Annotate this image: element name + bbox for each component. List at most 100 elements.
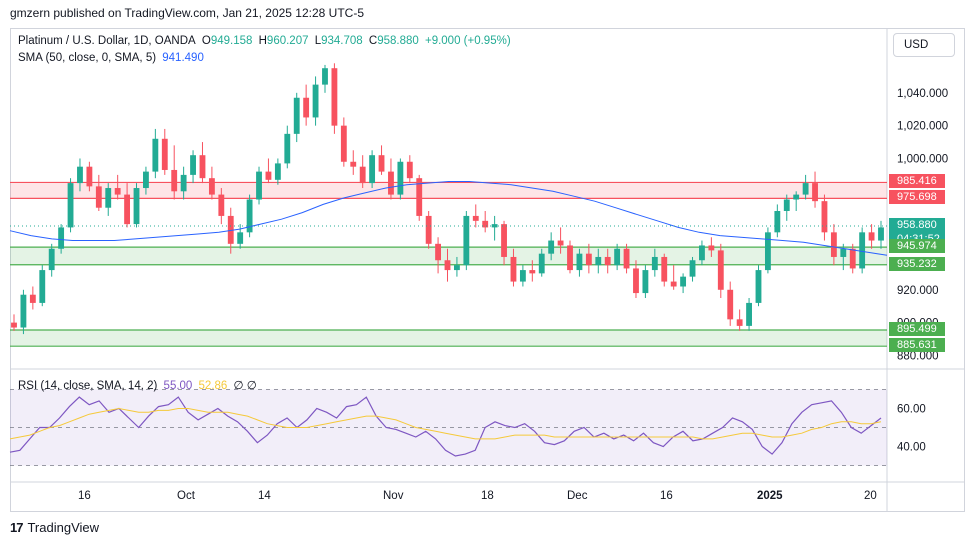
candle-body-91 xyxy=(868,232,875,241)
candle-body-46 xyxy=(444,260,451,271)
price-tag-4: 945.974 xyxy=(889,239,945,254)
candle-body-31 xyxy=(303,97,310,118)
price-tag-5: 935.232 xyxy=(889,256,945,271)
candle-body-60 xyxy=(576,253,583,271)
open-value: 949.158 xyxy=(210,35,253,47)
candle-body-84 xyxy=(802,183,809,195)
candle-body-24 xyxy=(237,232,244,244)
candle-body-87 xyxy=(830,232,837,257)
candle-body-11 xyxy=(114,188,121,195)
price-tag-2: 958.880 xyxy=(889,217,945,232)
tradingview-logo-icon: 17 xyxy=(10,520,24,535)
candle-body-47 xyxy=(454,265,460,271)
symbol-legend: Platinum / U.S. Dollar, 1D, OANDA O949.1… xyxy=(18,35,514,47)
candle-body-73 xyxy=(699,245,705,261)
sma-value: 941.490 xyxy=(162,52,204,64)
sma-line xyxy=(9,181,888,256)
zone-support-1 xyxy=(10,247,887,265)
rsi-sma-line xyxy=(9,407,882,440)
candle-body-67 xyxy=(642,270,649,294)
candle-body-10 xyxy=(105,188,112,208)
candle-body-75 xyxy=(717,250,724,290)
sma-label: SMA (50, close, 0, SMA, 5) xyxy=(18,52,157,64)
price-tag-7: 885.631 xyxy=(889,338,945,353)
time-tick-3: Nov xyxy=(383,490,404,502)
candle-body-55 xyxy=(529,270,536,274)
candle-body-50 xyxy=(482,220,489,228)
brand-name: TradingView xyxy=(27,520,100,535)
candle-body-76 xyxy=(727,289,734,320)
candle-body-52 xyxy=(501,224,507,257)
candle-body-6 xyxy=(67,183,74,228)
candle-body-57 xyxy=(548,240,555,254)
candle-body-41 xyxy=(397,161,404,195)
candle-body-54 xyxy=(519,270,526,282)
candle-body-15 xyxy=(152,138,159,172)
candle-body-16 xyxy=(161,138,168,170)
candle-body-48 xyxy=(463,215,470,266)
price-tick-1: 1,020.000 xyxy=(897,121,948,133)
candle-body-88 xyxy=(840,248,847,257)
low-label: L xyxy=(314,35,322,47)
candle-body-12 xyxy=(124,194,131,225)
candle-body-40 xyxy=(388,171,394,195)
rsi-legend: RSI (14, close, SMA, 14, 2) 55.00 52.86 … xyxy=(18,378,260,392)
candle-body-21 xyxy=(208,178,215,195)
candle-body-28 xyxy=(274,163,281,180)
candle-body-90 xyxy=(859,232,866,269)
candle-body-35 xyxy=(340,125,347,162)
publisher-info: gmzern published on TradingView.com, Jan… xyxy=(10,6,364,20)
high-label: H xyxy=(258,35,267,47)
candle-body-20 xyxy=(199,155,206,179)
rsi-tick-0: 60.00 xyxy=(897,404,926,416)
candle-body-62 xyxy=(595,256,602,266)
candle-body-81 xyxy=(774,211,781,233)
candle-body-13 xyxy=(133,188,140,225)
candle-body-34 xyxy=(331,68,338,126)
candle-body-39 xyxy=(378,155,385,172)
candle-body-7 xyxy=(77,166,83,184)
candle-body-33 xyxy=(322,68,328,85)
time-tick-8: 20 xyxy=(864,490,877,502)
price-tag-0: 985.416 xyxy=(889,174,945,189)
high-value: 960.207 xyxy=(266,35,309,47)
price-tick-3: 920.000 xyxy=(897,285,939,297)
candle-body-38 xyxy=(369,155,376,184)
candle-body-32 xyxy=(312,84,319,118)
candle-body-2 xyxy=(29,294,36,303)
candle-body-64 xyxy=(614,248,621,266)
time-tick-1: Oct xyxy=(177,490,196,502)
candle-body-43 xyxy=(416,178,423,216)
candle-body-83 xyxy=(793,194,800,200)
close-label: C xyxy=(368,35,378,47)
candle-body-89 xyxy=(849,248,856,269)
candle-body-56 xyxy=(538,253,545,274)
candle-body-79 xyxy=(755,270,762,303)
rsi-sma-value: 52.86 xyxy=(198,380,228,392)
candle-body-44 xyxy=(425,215,432,244)
candle-body-58 xyxy=(557,240,564,246)
candle-body-0 xyxy=(11,322,17,328)
candle-body-42 xyxy=(406,161,413,179)
currency-button[interactable]: USD xyxy=(893,33,955,57)
time-tick-4: 18 xyxy=(481,490,494,502)
chart-frame xyxy=(10,28,965,512)
candle-body-17 xyxy=(171,169,178,192)
time-tick-2: 14 xyxy=(258,490,271,502)
candle-body-14 xyxy=(143,171,149,189)
change-value: +9.000 (+0.95%) xyxy=(424,35,511,47)
candle-body-8 xyxy=(86,166,93,187)
candle-body-25 xyxy=(246,199,253,233)
price-tick-0: 1,040.000 xyxy=(897,88,948,100)
candle-body-22 xyxy=(218,194,225,216)
candle-body-5 xyxy=(58,227,65,249)
candle-body-70 xyxy=(670,281,677,287)
candle-body-37 xyxy=(359,166,366,184)
rsi-label: RSI (14, close, SMA, 14, 2) xyxy=(18,380,158,392)
candle-body-74 xyxy=(708,245,715,251)
candle-body-78 xyxy=(746,302,752,326)
candle-body-53 xyxy=(510,256,517,282)
candle-body-72 xyxy=(689,260,696,277)
time-tick-6: 16 xyxy=(660,490,673,502)
